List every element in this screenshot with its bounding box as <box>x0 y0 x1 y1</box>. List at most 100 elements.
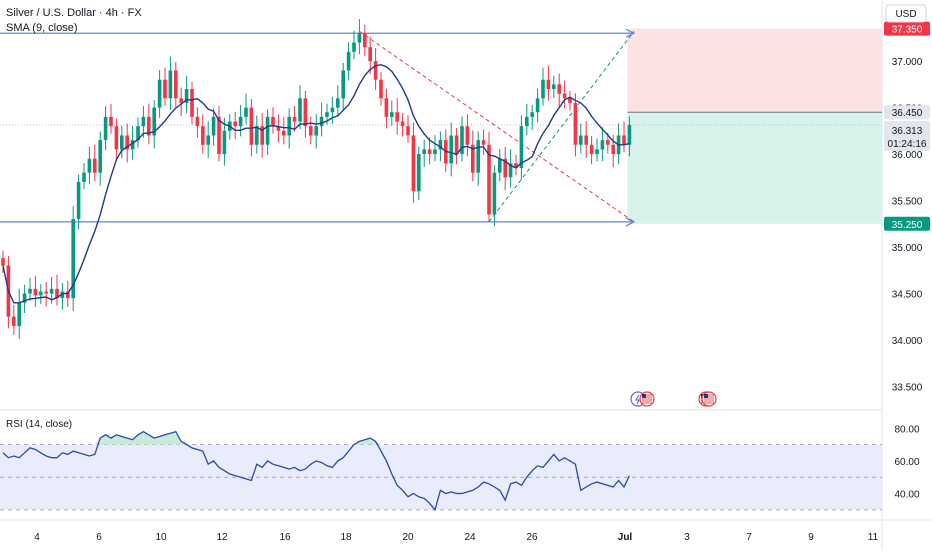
candle-body <box>1 258 5 266</box>
candle-body <box>298 98 302 122</box>
price-tick-label: 34.000 <box>892 336 923 347</box>
candle-body <box>395 112 399 122</box>
time-tick-label: 6 <box>96 532 102 543</box>
candle-body <box>595 149 599 155</box>
candle-body <box>271 116 275 127</box>
candle-body <box>330 107 335 113</box>
stop-loss-zone[interactable] <box>627 28 882 113</box>
event-marker-1[interactable] <box>630 391 655 407</box>
rsi-overbought-fill <box>159 434 165 445</box>
rsi-overbought-fill <box>170 431 176 445</box>
rsi-overbought-fill <box>148 434 155 445</box>
candle-body <box>525 116 529 127</box>
time-tick-label: 11 <box>868 532 879 543</box>
candle-body <box>373 61 378 80</box>
candle-body <box>606 140 610 145</box>
candle-body <box>422 149 426 155</box>
candle-body <box>600 140 605 150</box>
candle-body <box>363 33 367 48</box>
candle-body <box>309 126 313 136</box>
candle-body <box>152 107 156 136</box>
rsi-legend[interactable]: RSI (14, close) <box>6 419 72 430</box>
candle-body <box>611 144 615 155</box>
stop-price-badge[interactable] <box>884 21 930 36</box>
sma-series <box>2 63 630 304</box>
candle-body <box>233 121 237 127</box>
candle-body <box>417 154 421 192</box>
stop-price-badge-text: 37.350 <box>892 25 923 36</box>
candle-body <box>552 84 556 89</box>
candle-body <box>368 47 372 62</box>
rsi-line <box>2 430 630 512</box>
candle-body <box>190 89 194 117</box>
time-tick-label: 20 <box>402 532 414 543</box>
candle-body <box>12 316 16 326</box>
time-tick-label: 3 <box>684 532 690 543</box>
candle-body <box>384 98 389 117</box>
position-tool[interactable] <box>0 28 882 224</box>
price-tick-label: 37.000 <box>892 57 923 68</box>
candle-body <box>411 135 416 192</box>
candle-body <box>579 135 583 145</box>
candle-body <box>292 116 297 122</box>
candle-body <box>541 79 545 99</box>
candle-body <box>303 98 308 127</box>
candle-body <box>103 116 108 141</box>
entry-price-badge-text: 36.450 <box>892 108 923 119</box>
candle-body <box>562 93 567 99</box>
candle-body <box>433 149 437 155</box>
price-tick-label: 34.500 <box>892 289 923 300</box>
time-tick-label: 7 <box>746 532 752 543</box>
candle-body <box>557 84 561 94</box>
candle-body <box>492 172 497 215</box>
candle-body <box>147 116 151 136</box>
take-profit-zone[interactable] <box>627 112 882 224</box>
trend-channel[interactable] <box>359 30 635 223</box>
candle-body <box>130 140 135 150</box>
candle-body <box>249 107 254 145</box>
time-tick-label: 4 <box>34 532 40 543</box>
candle-body <box>255 126 259 145</box>
time-axis[interactable]: 4 6 10 12 16 18 20 24 26 Jul 3 7 9 11 <box>34 532 878 543</box>
candle-body <box>87 158 92 173</box>
price-tick-label: 36.000 <box>892 150 923 161</box>
price-axis[interactable]: 37.00036.50036.00035.50035.00034.50034.0… <box>884 21 930 394</box>
candle-body <box>519 126 524 168</box>
rsi-axis[interactable]: 80.00 60.00 40.00 <box>894 424 919 500</box>
candle-body <box>125 135 129 150</box>
candle-body <box>33 288 38 296</box>
last-price-text: 36.313 <box>892 126 923 137</box>
sma-legend[interactable]: SMA (9, close) <box>6 22 78 34</box>
target-price-badge[interactable] <box>884 216 930 231</box>
time-tick-label: 18 <box>340 532 352 543</box>
time-tick-label: 12 <box>216 532 228 543</box>
rsi-overbought-fill <box>111 434 117 445</box>
candle-body <box>573 102 578 145</box>
candle-body <box>589 144 594 155</box>
time-tick-label: 26 <box>526 532 538 543</box>
event-markers[interactable] <box>630 391 717 407</box>
event-marker-3[interactable] <box>701 391 717 407</box>
currency-button[interactable] <box>885 4 927 23</box>
candle-body <box>201 126 205 145</box>
last-price-badge[interactable] <box>884 120 930 151</box>
candle-body <box>114 126 119 150</box>
candle-body <box>487 144 491 215</box>
candle-body <box>336 98 340 108</box>
horizontal-levels[interactable] <box>0 28 636 227</box>
candle-body <box>406 126 410 136</box>
candle-body <box>481 140 486 145</box>
candle-body <box>535 98 540 113</box>
candle-body <box>427 149 432 155</box>
candle-body <box>39 291 43 296</box>
rsi-overbought-fill <box>138 431 144 445</box>
candles <box>1 19 632 340</box>
sma-line <box>2 63 630 304</box>
candle-body <box>211 116 216 136</box>
rsi-overbought-fill <box>143 431 149 445</box>
entry-price-badge[interactable] <box>884 105 930 120</box>
channel-line-up[interactable] <box>488 31 635 223</box>
time-tick-label: Jul <box>618 532 633 543</box>
